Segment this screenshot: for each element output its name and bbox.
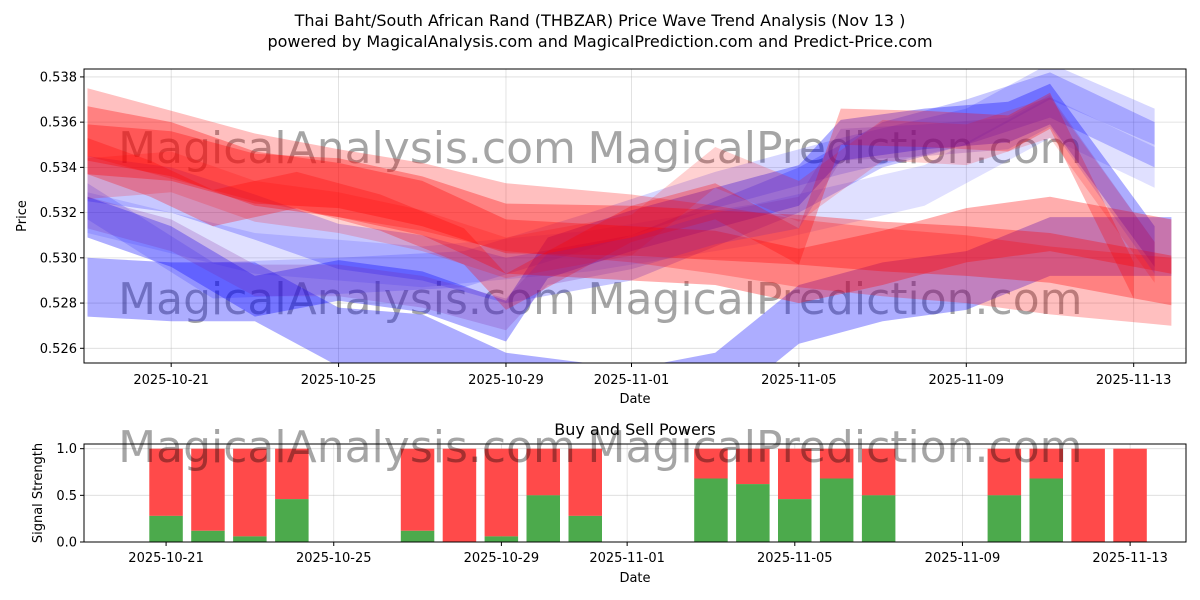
sell-power-bar [1029, 448, 1063, 479]
powers-x-tick-label: 2025-10-29 [464, 551, 540, 566]
price-y-tick-label: 0.526 [40, 342, 77, 357]
price-y-tick-label: 0.536 [40, 116, 77, 131]
price-wave-band [87, 72, 1155, 304]
powers-chart-title: Buy and Sell Powers [554, 420, 716, 439]
price-x-tick-label: 2025-11-13 [1096, 373, 1172, 388]
price-wave-band [87, 95, 1155, 331]
powers-y-ticks: 0.0 0.5 1.0 [56, 442, 84, 551]
price-wave-band [87, 83, 1155, 342]
buy-sell-powers-plot: MagicalAnalysis.com MagicalPrediction.co… [31, 422, 1187, 586]
price-wave-plot: MagicalAnalysis.com MagicalPrediction.co… [15, 68, 1187, 407]
price-y-tick-label: 0.528 [40, 297, 77, 312]
price-x-tick-label: 2025-11-05 [761, 373, 837, 388]
price-wave-band [87, 124, 1172, 306]
price-y-tick-label: 0.534 [40, 161, 77, 176]
buy-power-bar [861, 495, 896, 542]
price-wave-band [87, 92, 1134, 310]
watermark-text: MagicalAnalysis.com [118, 274, 576, 325]
price-wave-band [87, 97, 1155, 288]
watermark-text: MagicalPrediction.com [588, 274, 1083, 325]
powers-y-tick-label: 0.5 [56, 489, 77, 504]
sell-power-bar [400, 448, 435, 531]
sell-power-bar [526, 448, 560, 496]
sell-power-bar [1071, 448, 1105, 542]
powers-x-tick-label: 2025-11-09 [925, 551, 1001, 566]
sell-power-bar [484, 448, 519, 537]
price-x-tick-label: 2025-10-21 [133, 373, 209, 388]
price-watermarks: MagicalAnalysis.com MagicalPrediction.co… [118, 123, 1082, 325]
buy-power-bar [149, 515, 183, 542]
powers-watermarks: MagicalAnalysis.com MagicalPrediction.co… [118, 422, 1082, 473]
powers-bars [149, 448, 1147, 542]
buy-power-bar [987, 495, 1022, 542]
powers-x-tick-label: 2025-10-25 [296, 551, 372, 566]
powers-x-tick-label: 2025-11-05 [757, 551, 833, 566]
price-x-ticks: 2025-10-21 2025-10-25 2025-10-29 2025-11-01… [133, 363, 1171, 388]
buy-power-bar [275, 499, 309, 542]
price-wave-band [87, 88, 1172, 326]
powers-plot-frame [83, 443, 1187, 543]
sell-power-bar [149, 448, 183, 516]
price-y-tick-label: 0.532 [40, 206, 77, 221]
sell-power-bar [233, 448, 267, 537]
price-wave-band [87, 217, 1172, 363]
powers-y-tick-label: 0.0 [56, 536, 77, 551]
sell-power-bar [568, 448, 602, 516]
buy-power-bar [191, 530, 225, 542]
price-plot-frame [83, 68, 1187, 364]
price-x-axis-label: Date [619, 392, 650, 407]
watermark-text: MagicalAnalysis.com [118, 123, 576, 174]
price-x-tick-label: 2025-10-25 [301, 373, 377, 388]
sell-power-bar [275, 448, 309, 500]
price-y-axis-label: Price [15, 200, 30, 232]
sell-power-bar [694, 448, 728, 479]
chart-title-line2: powered by MagicalAnalysis.com and Magic… [267, 32, 932, 51]
sell-power-bar [191, 448, 225, 531]
buy-power-bar [1029, 478, 1063, 542]
price-wave-band [87, 106, 1172, 304]
watermark-text: MagicalPrediction.com [588, 123, 1083, 174]
price-x-tick-label: 2025-11-09 [929, 373, 1005, 388]
price-x-tick-label: 2025-10-29 [468, 373, 544, 388]
sell-power-bar [819, 448, 854, 479]
price-wave-band [87, 69, 1155, 299]
powers-x-tick-label: 2025-11-01 [589, 551, 665, 566]
price-y-ticks: 0.526 0.528 0.530 0.532 0.534 0.536 0.538 [40, 70, 84, 357]
sell-power-bar [1113, 448, 1147, 542]
price-y-tick-label: 0.538 [40, 70, 77, 85]
buy-power-bar [736, 484, 770, 542]
sell-power-bar [987, 448, 1022, 496]
buy-power-bar [568, 515, 602, 542]
powers-x-ticks: 2025-10-21 2025-10-25 2025-10-29 2025-11-01… [128, 542, 1168, 566]
price-y-tick-label: 0.530 [40, 251, 77, 266]
powers-x-axis-label: Date [619, 571, 650, 586]
powers-y-tick-label: 1.0 [56, 442, 77, 457]
powers-x-tick-label: 2025-11-13 [1092, 551, 1168, 566]
sell-power-bar [778, 448, 812, 500]
powers-y-axis-label: Signal Strength [31, 443, 46, 543]
chart-title-line1: Thai Baht/South African Rand (THBZAR) Pr… [294, 11, 906, 30]
price-x-tick-label: 2025-11-01 [594, 373, 670, 388]
price-wave-band [87, 97, 1155, 283]
buy-power-bar [694, 478, 728, 542]
price-wave-bands [87, 69, 1172, 363]
powers-x-tick-label: 2025-10-21 [128, 551, 204, 566]
buy-power-bar [484, 536, 519, 542]
price-plot-area [84, 69, 1186, 363]
buy-power-bar [233, 536, 267, 542]
buy-power-bar [526, 495, 560, 542]
sell-power-bar [442, 448, 477, 542]
sell-power-bar [861, 448, 896, 496]
price-gridlines [84, 69, 1186, 363]
watermark-text: MagicalPrediction.com [588, 422, 1083, 473]
buy-power-bar [400, 530, 435, 542]
watermark-text: MagicalAnalysis.com [118, 422, 576, 473]
buy-power-bar [778, 499, 812, 542]
buy-power-bar [819, 478, 854, 542]
sell-power-bar [736, 448, 770, 485]
